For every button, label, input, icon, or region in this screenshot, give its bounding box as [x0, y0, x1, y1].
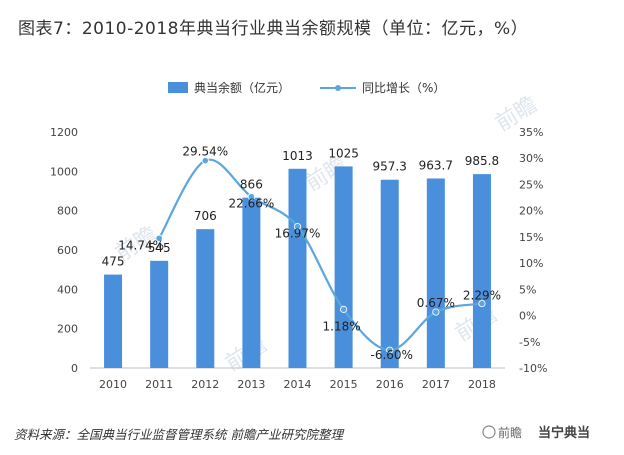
logo-icon [482, 425, 496, 439]
axis-x: 2010 2011 2012 2013 2014 2015 2016 2017 2018 [90, 367, 505, 391]
y-left-tick-label: 1200 [50, 126, 78, 139]
x-tick-label: 2013 [237, 378, 265, 391]
bar [334, 166, 353, 368]
page-title: 图表7：2010-2018年典当行业典当余额规模（单位：亿元，%） [18, 19, 529, 39]
y-right-tick-label: -5% [519, 336, 540, 349]
y-left-tick-label: 600 [57, 244, 78, 257]
legend-label-line: 同比增长（%） [362, 81, 445, 95]
bar-value-label: 957.3 [373, 160, 407, 174]
brand-watermark: 前瞻 当宁典当 [482, 425, 590, 441]
line-value-label: 2.29% [463, 289, 501, 303]
y-right-tick-label: 35% [519, 126, 543, 139]
y-right-tick-label: 0% [519, 310, 536, 323]
bar-value-label: 545 [148, 241, 171, 255]
y-right-tick-label: 5% [519, 283, 536, 296]
y-left-tick-label: 1000 [50, 165, 78, 178]
legend-swatch-marker [335, 85, 341, 91]
line-value-label: 0.67% [417, 296, 455, 310]
line-value-label: 29.54% [182, 145, 228, 159]
bar [196, 229, 215, 368]
line-series [155, 157, 486, 354]
bar-value-label: 706 [194, 209, 217, 223]
line-point [201, 157, 209, 165]
line-point [340, 305, 348, 313]
bar [104, 274, 123, 368]
legend-label-bar: 典当余额（亿元） [194, 80, 290, 95]
y-right-tick-label: 25% [519, 178, 543, 191]
legend: 典当余额（亿元） 同比增长（%） [168, 80, 445, 95]
y-right-tick-label: 30% [519, 152, 543, 165]
line-point [478, 299, 486, 308]
x-tick-label: 2014 [284, 378, 312, 391]
line-value-label: 14.74% [118, 238, 164, 252]
data-labels: 475 545 706 866 1013 1025 957.3 963.7 985.8 14.74… [102, 145, 501, 363]
x-tick-label: 2017 [422, 378, 450, 391]
line-point [432, 308, 440, 316]
y-left-tick-label: 0 [71, 362, 78, 375]
y-right-tick-label: -10% [519, 362, 547, 375]
y-left-tick-label: 800 [57, 205, 78, 218]
bar-value-label: 1025 [328, 146, 359, 160]
line-point [293, 222, 302, 231]
bar [242, 197, 261, 368]
logo-text: 前瞻 [498, 425, 522, 440]
x-tick-label: 2012 [191, 378, 219, 391]
axis-right: -10% -5% 0% 5% 10% 15% 20% 25% 30% 35% [519, 126, 547, 375]
axis-left: 0 200 400 600 800 1000 1200 [50, 126, 78, 375]
bar-value-label: 475 [102, 255, 125, 269]
x-tick-label: 2018 [468, 378, 496, 391]
line-point [386, 346, 394, 354]
x-tick-label: 2011 [145, 378, 173, 391]
bar [472, 174, 491, 368]
x-tick-label: 2015 [330, 378, 358, 391]
line-value-label: -6.60% [370, 348, 412, 362]
y-right-tick-label: 20% [519, 205, 543, 218]
bar-series [104, 166, 491, 368]
bar-value-label: 866 [240, 178, 263, 192]
bar [380, 179, 399, 368]
bar-value-label: 963.7 [419, 158, 453, 172]
x-tick-label: 2016 [376, 378, 404, 391]
bar [426, 178, 445, 368]
source-note: 资料来源：全国典当行业监督管理系统 前瞻产业研究院整理 [14, 427, 343, 442]
line-value-label: 16.97% [275, 227, 321, 241]
brand-text: 当宁典当 [538, 425, 590, 441]
line-value-label: 22.66% [229, 197, 275, 211]
bar-value-label: 1013 [282, 149, 313, 163]
bar-value-label: 985.8 [465, 154, 499, 168]
x-tick-label: 2010 [99, 378, 127, 391]
y-right-tick-label: 15% [519, 231, 543, 244]
bar [288, 168, 307, 368]
line-point [155, 234, 163, 242]
legend-swatch-bar [168, 82, 188, 93]
y-left-tick-label: 400 [57, 283, 78, 296]
y-right-tick-label: 10% [519, 257, 543, 270]
line-point [247, 193, 255, 201]
bar [150, 260, 169, 368]
y-left-tick-label: 200 [57, 323, 78, 336]
line-value-label: 1.18% [323, 319, 361, 333]
